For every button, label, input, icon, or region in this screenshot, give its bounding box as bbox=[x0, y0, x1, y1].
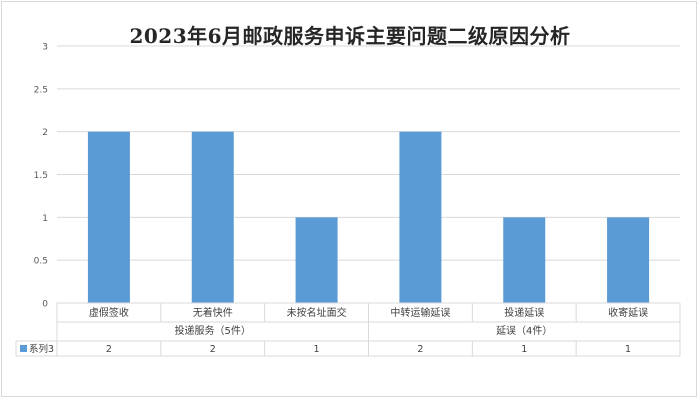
data-table-value: 1 bbox=[314, 344, 320, 355]
bar bbox=[295, 217, 338, 303]
bar bbox=[87, 131, 130, 303]
data-table-value: 2 bbox=[417, 344, 423, 355]
x-tick-label: 收寄延误 bbox=[608, 306, 648, 319]
group-label: 投递服务（5件） bbox=[175, 324, 251, 337]
legend-swatch bbox=[20, 345, 27, 352]
legend-series-name: 系列3 bbox=[29, 343, 54, 355]
group-label: 延误（4件） bbox=[496, 325, 552, 337]
x-tick-label: 无着快件 bbox=[193, 306, 233, 319]
data-table-value: 1 bbox=[521, 344, 527, 355]
x-tick-label: 中转运输延误 bbox=[390, 306, 450, 319]
data-table-value: 2 bbox=[210, 344, 216, 355]
chart-title: 2023年6月邮政服务申诉主要问题二级原因分析 bbox=[129, 24, 571, 48]
y-tick-label: 1 bbox=[42, 214, 48, 224]
y-tick-label: 1.5 bbox=[34, 171, 48, 181]
data-table-value: 2 bbox=[106, 344, 112, 355]
bar bbox=[503, 217, 546, 303]
x-tick-label: 未按名址面交 bbox=[287, 306, 347, 319]
x-tick-label: 投递延误 bbox=[504, 306, 544, 319]
bar bbox=[607, 217, 650, 303]
y-tick-label: 3 bbox=[42, 43, 48, 53]
y-tick-label: 2 bbox=[42, 128, 48, 138]
y-tick-label: 2.5 bbox=[34, 85, 48, 95]
y-tick-label: 0.5 bbox=[34, 257, 48, 267]
bar bbox=[399, 131, 442, 303]
data-table-value: 1 bbox=[625, 344, 631, 355]
y-tick-label: 0 bbox=[42, 300, 48, 310]
x-tick-label: 虚假签收 bbox=[89, 306, 129, 319]
bar bbox=[191, 131, 234, 303]
